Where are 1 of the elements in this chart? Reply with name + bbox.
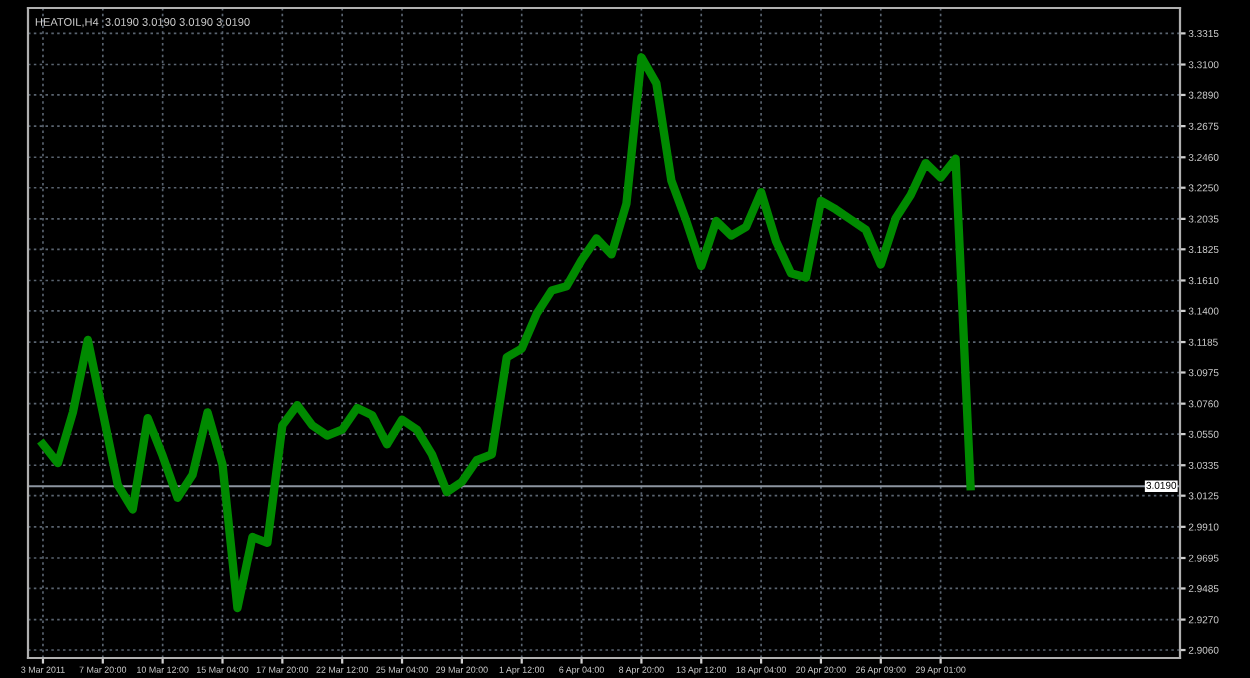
line-series bbox=[38, 53, 975, 613]
